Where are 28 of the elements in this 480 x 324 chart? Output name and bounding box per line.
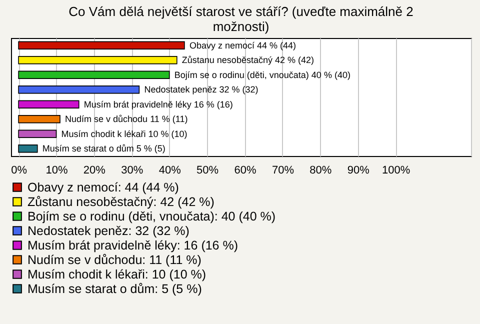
legend-label: Nudím se v důchodu: 11 (11 %) <box>28 252 202 267</box>
data-label: Nudím se v důchodu 11 % (11) <box>65 114 188 124</box>
data-label: Bojím se o rodinu (děti, vnoučata) 40 % (40) <box>174 70 350 80</box>
x-tick-label: 50% <box>196 164 219 176</box>
legend-label: Nedostatek peněz: 32 (32 %) <box>28 224 190 238</box>
data-label: Musím chodit k lékaři 10 % (10) <box>61 128 188 139</box>
legend-label: Musím se starat o dům: 5 (5 %) <box>28 282 202 296</box>
data-label: Zůstanu nesoběstačný 42 % (42) <box>182 55 314 66</box>
x-tick-label: 100% <box>382 164 410 176</box>
legend-label: Musím brát pravidelně léky: 16 (16 %) <box>28 238 238 252</box>
data-label: Musím brát pravidelně léky 16 % (16) <box>84 99 233 110</box>
legend-label: Musím chodit k lékaři: 10 (10 %) <box>28 267 206 282</box>
data-label: Musím se starat o dům 5 % (5) <box>42 144 166 154</box>
x-tick-label: 90% <box>347 164 370 176</box>
x-tick-label: 70% <box>272 164 294 176</box>
x-tick-label: 80% <box>310 164 332 176</box>
x-tick-label: 60% <box>234 164 256 176</box>
x-tick-label: 30% <box>121 164 144 176</box>
data-label: Nedostatek peněz 32 % (32) <box>144 84 258 95</box>
legend-label: Obavy z nemocí: 44 (44 %) <box>28 180 179 194</box>
chart-title: Co Vám dělá největší starost ve stáří? (uveďte maximálně 2 možnosti) <box>68 4 414 34</box>
legend-label: Bojím se o rodinu (děti, vnoučata): 40 (40 %) <box>28 209 276 224</box>
legend-label: Zůstanu nesoběstačný: 42 (42 %) <box>28 194 214 209</box>
x-tick-label: 40% <box>158 164 182 176</box>
data-label: Obavy z nemocí 44 % (44) <box>189 40 296 50</box>
x-tick-label: 20% <box>83 164 106 176</box>
x-tick-label: 0% <box>11 164 28 176</box>
x-tick-label: 10% <box>46 164 68 176</box>
